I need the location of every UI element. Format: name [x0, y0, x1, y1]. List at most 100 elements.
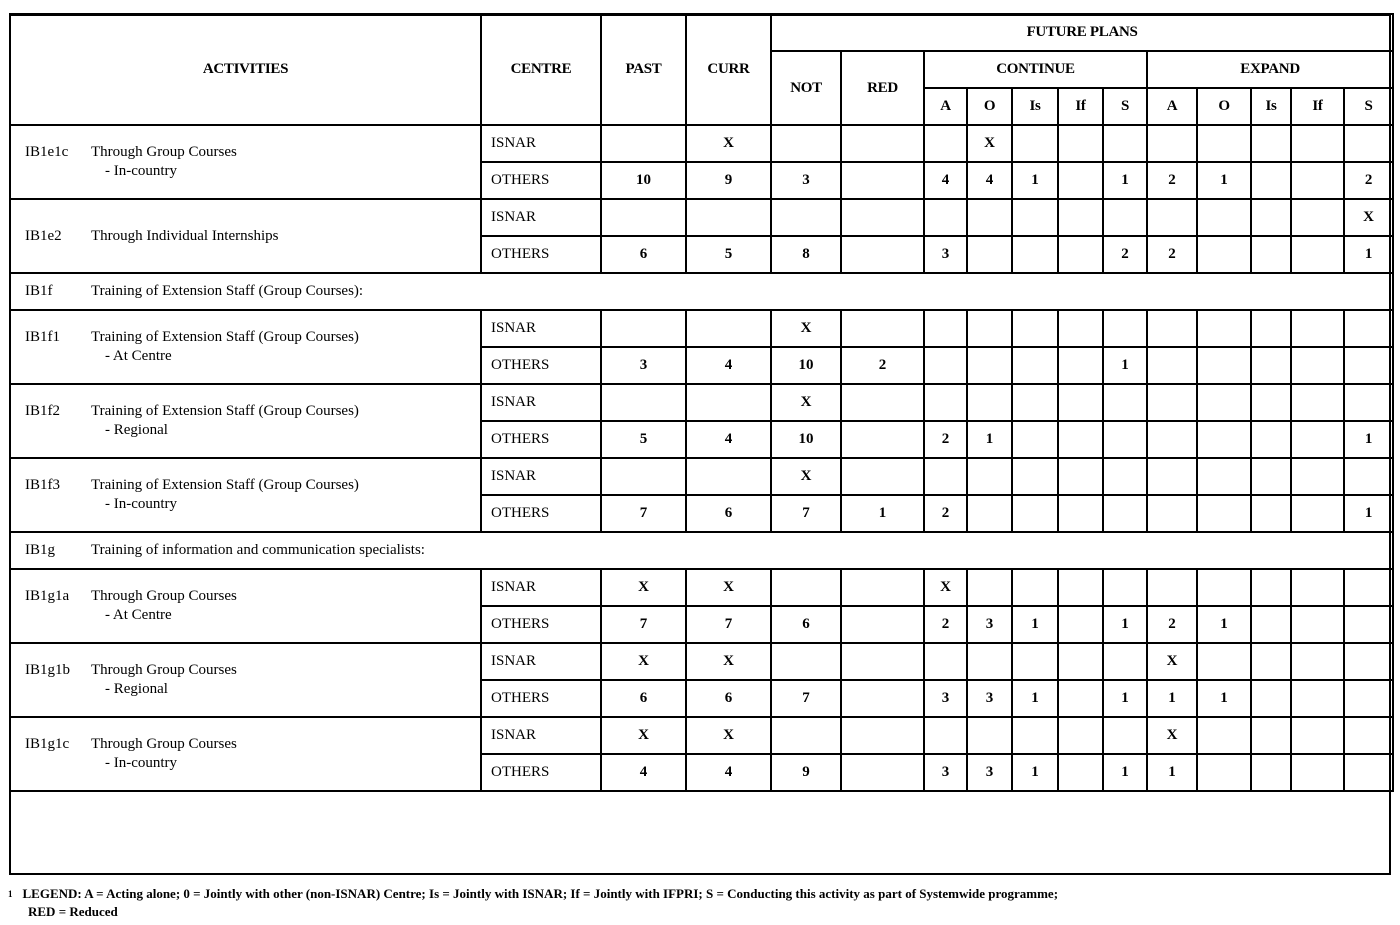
- value-cell: 4: [600, 753, 687, 792]
- value-cell: 1: [1102, 753, 1148, 792]
- value-cell: [840, 679, 925, 718]
- centre-isnar: ISNAR: [480, 383, 602, 422]
- value-cell: [1057, 346, 1104, 385]
- value-cell: [1102, 457, 1148, 496]
- value-cell: [1250, 716, 1292, 755]
- value-cell: 2: [1146, 235, 1198, 274]
- header-future-plans: FUTURE PLANS: [769, 13, 1395, 52]
- value-cell: [1250, 568, 1292, 607]
- activities-table: ACTIVITIES CENTRE PAST CURR FUTURE PLANS…: [8, 13, 1395, 792]
- value-cell: X: [966, 124, 1013, 163]
- value-cell: [1102, 494, 1148, 533]
- activity-subtitle: - At Centre: [105, 607, 172, 623]
- activity-cell: IB1f2 Training of Extension Staff (Group …: [9, 383, 482, 459]
- value-cell: 1: [840, 494, 925, 533]
- value-cell: [840, 642, 925, 681]
- activity-code: IB1e2: [25, 227, 62, 244]
- value-cell: 3: [966, 679, 1013, 718]
- value-cell: [1057, 716, 1104, 755]
- value-cell: [1057, 198, 1104, 237]
- value-cell: 1: [1102, 605, 1148, 644]
- value-cell: 2: [1342, 161, 1395, 200]
- value-cell: [966, 235, 1013, 274]
- value-cell: X: [923, 568, 968, 607]
- value-cell: [966, 198, 1013, 237]
- value-cell: [1057, 420, 1104, 459]
- value-cell: [1250, 124, 1292, 163]
- value-cell: [1290, 457, 1345, 496]
- value-cell: [1011, 198, 1059, 237]
- centre-isnar: ISNAR: [480, 198, 602, 237]
- value-cell: X: [685, 642, 772, 681]
- value-cell: [1057, 679, 1104, 718]
- value-cell: 1: [1196, 605, 1252, 644]
- value-cell: X: [685, 568, 772, 607]
- value-cell: [966, 309, 1013, 348]
- activity-subtitle: - At Centre: [105, 348, 172, 364]
- value-cell: [1250, 383, 1292, 422]
- value-cell: [1250, 642, 1292, 681]
- value-cell: X: [685, 716, 772, 755]
- table-row: OTHERS 3 4 10 2 1: [10, 346, 1395, 385]
- table-body: IB1e1c Through Group Courses - In-country I…: [8, 124, 1395, 792]
- activity-code: IB1f: [25, 283, 53, 299]
- value-cell: [600, 457, 687, 496]
- value-cell: [1250, 494, 1292, 533]
- value-cell: 3: [923, 235, 968, 274]
- value-cell: 8: [770, 235, 842, 274]
- centre-isnar: ISNAR: [480, 642, 602, 681]
- value-cell: [840, 753, 925, 792]
- centre-isnar: ISNAR: [480, 716, 602, 755]
- value-cell: [1102, 716, 1148, 755]
- value-cell: [1342, 383, 1395, 422]
- value-cell: [600, 383, 687, 422]
- value-cell: 3: [923, 753, 968, 792]
- activity-title: Training of Extension Staff (Group Cours…: [91, 403, 359, 419]
- value-cell: [1057, 605, 1104, 644]
- value-cell: [1146, 124, 1198, 163]
- value-cell: [840, 198, 925, 237]
- activity-title: Training of information and communicatio…: [91, 542, 425, 558]
- value-cell: [1196, 716, 1252, 755]
- value-cell: 2: [923, 605, 968, 644]
- value-cell: X: [770, 309, 842, 348]
- activity-subtitle: - Regional: [105, 422, 168, 438]
- value-cell: [1196, 198, 1252, 237]
- value-cell: 1: [1342, 494, 1395, 533]
- value-cell: [1146, 383, 1198, 422]
- value-cell: [966, 716, 1013, 755]
- table-row: OTHERS 10 9 3 4 4 1 1 2 1 2: [10, 161, 1395, 200]
- value-cell: [923, 716, 968, 755]
- value-cell: [1102, 309, 1148, 348]
- value-cell: [1342, 753, 1395, 792]
- value-cell: 4: [685, 753, 772, 792]
- activity-title: Training of Extension Staff (Group Cours…: [91, 283, 364, 299]
- centre-others: OTHERS: [480, 346, 602, 385]
- value-cell: [685, 309, 772, 348]
- value-cell: [1196, 494, 1252, 533]
- value-cell: [1290, 198, 1345, 237]
- value-cell: [1196, 420, 1252, 459]
- value-cell: [1196, 383, 1252, 422]
- value-cell: [1057, 309, 1104, 348]
- value-cell: [840, 457, 925, 496]
- centre-others: OTHERS: [480, 494, 602, 533]
- value-cell: [600, 198, 687, 237]
- value-cell: [923, 198, 968, 237]
- value-cell: [840, 716, 925, 755]
- activity-code: IB1f2: [25, 403, 60, 419]
- value-cell: 7: [770, 679, 842, 718]
- value-cell: [923, 457, 968, 496]
- value-cell: [1011, 124, 1059, 163]
- value-cell: [1011, 642, 1059, 681]
- value-cell: X: [770, 383, 842, 422]
- activity-title: Through Group Courses: [91, 662, 237, 678]
- value-cell: X: [1342, 198, 1395, 237]
- value-cell: 1: [1011, 679, 1059, 718]
- activity-code: IB1g: [25, 542, 55, 558]
- value-cell: [685, 383, 772, 422]
- activity-code: IB1g1b: [25, 662, 70, 678]
- table-row: IB1f1 Training of Extension Staff (Group …: [9, 309, 1395, 385]
- activity-cell: IB1e2 Through Individual Internships: [9, 198, 482, 274]
- value-cell: 4: [685, 420, 772, 459]
